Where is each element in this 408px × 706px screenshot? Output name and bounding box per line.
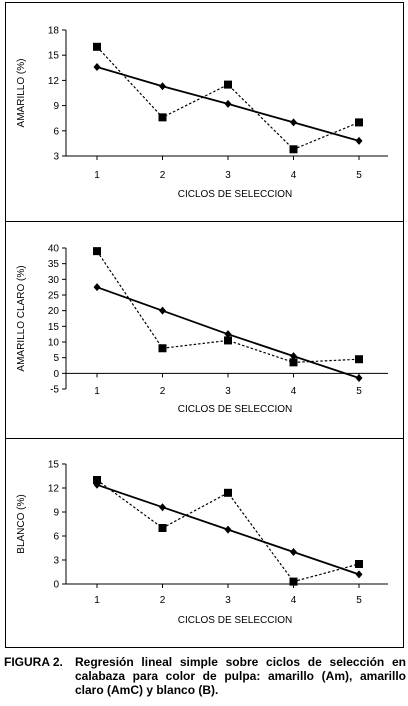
data-point-diamond [93, 480, 101, 489]
y-tick-label: 15 [48, 51, 60, 62]
data-point-square [355, 355, 363, 364]
data-point-diamond [224, 99, 232, 108]
series-line-square [96, 479, 360, 583]
y-tick-label: -5 [50, 385, 59, 396]
data-point-diamond [355, 570, 363, 579]
x-tick-label: 2 [160, 595, 166, 606]
y-tick-label: 10 [48, 338, 60, 349]
data-point-diamond [355, 136, 363, 145]
y-tick-label: 5 [53, 353, 59, 364]
y-axis-title: AMARILLO CLARO (%) [16, 265, 27, 371]
data-point-diamond [290, 352, 297, 361]
data-point-diamond [159, 82, 166, 91]
y-tick-label: 12 [48, 484, 60, 495]
data-point-square [224, 336, 232, 345]
y-tick-label: 35 [48, 259, 60, 270]
series-line-square [96, 250, 360, 363]
x-tick-label: 2 [160, 170, 166, 181]
data-point-square [158, 524, 167, 532]
data-point-square [289, 577, 298, 586]
x-tick-label: 4 [291, 386, 297, 397]
y-tick-label: 9 [53, 508, 59, 519]
data-point-diamond [159, 503, 166, 512]
data-point-square [355, 560, 363, 568]
x-axis-title: CICLOS DE SELECCION [178, 189, 292, 200]
y-tick-label: 30 [48, 275, 60, 286]
y-tick-label: 12 [48, 76, 60, 87]
data-point-diamond [290, 118, 297, 127]
series-line-square [96, 46, 360, 150]
caption-text: Regresión lineal simple sobre ciclos de … [75, 655, 406, 697]
data-point-square [93, 476, 101, 484]
data-point-square [355, 118, 363, 127]
data-point-square [158, 344, 167, 353]
figure-caption: FIGURA 2. Regresión lineal simple sobre … [4, 655, 406, 697]
x-tick-label: 1 [94, 170, 100, 181]
x-axis-title: CICLOS DE SELECCION [178, 615, 292, 626]
x-tick-label: 3 [225, 595, 231, 606]
x-tick-label: 3 [225, 386, 231, 397]
data-point-diamond [355, 374, 363, 383]
y-tick-label: 3 [53, 152, 59, 163]
data-point-square [289, 145, 298, 154]
y-tick-label: 15 [48, 460, 60, 471]
x-tick-label: 1 [94, 595, 100, 606]
data-point-diamond [224, 525, 232, 534]
data-point-square [289, 358, 298, 367]
y-tick-label: 3 [53, 556, 59, 567]
data-point-diamond [93, 283, 101, 292]
x-tick-label: 4 [291, 170, 297, 181]
x-tick-label: 2 [160, 386, 166, 397]
y-tick-label: 6 [53, 532, 59, 543]
y-axis-title: AMARILLO (%) [16, 59, 27, 128]
y-tick-label: 9 [53, 101, 59, 112]
x-tick-label: 5 [356, 386, 362, 397]
x-tick-label: 5 [356, 595, 362, 606]
y-tick-label: 20 [48, 306, 60, 317]
x-tick-label: 1 [94, 386, 100, 397]
y-tick-label: 15 [48, 322, 60, 333]
data-point-diamond [224, 330, 232, 339]
x-axis-title: CICLOS DE SELECCION [178, 404, 292, 415]
data-point-diamond [290, 548, 297, 556]
y-tick-label: 0 [53, 369, 59, 380]
data-point-square [93, 42, 101, 51]
y-tick-label: 6 [53, 126, 59, 137]
data-point-square [224, 488, 232, 497]
x-tick-label: 5 [356, 170, 362, 181]
data-point-diamond [93, 62, 101, 71]
y-axis-title: BLANCO (%) [16, 494, 27, 553]
data-point-square [93, 247, 101, 256]
data-point-diamond [159, 306, 166, 315]
panel-frame-blanco [5, 438, 404, 648]
data-point-square [224, 80, 232, 89]
y-tick-label: 25 [48, 291, 60, 302]
x-tick-label: 3 [225, 170, 231, 181]
y-tick-label: 0 [53, 580, 59, 591]
chart-1: -5 0 5 10 15 20 25 30 35 40 1 2 3 4 5 CICLOS DE SELECCI… [16, 244, 388, 415]
y-tick-label: 18 [48, 26, 60, 37]
data-point-square [158, 113, 167, 122]
y-tick-label: 40 [48, 244, 60, 255]
caption-label: FIGURA 2. [4, 655, 63, 669]
x-tick-label: 4 [291, 595, 297, 606]
